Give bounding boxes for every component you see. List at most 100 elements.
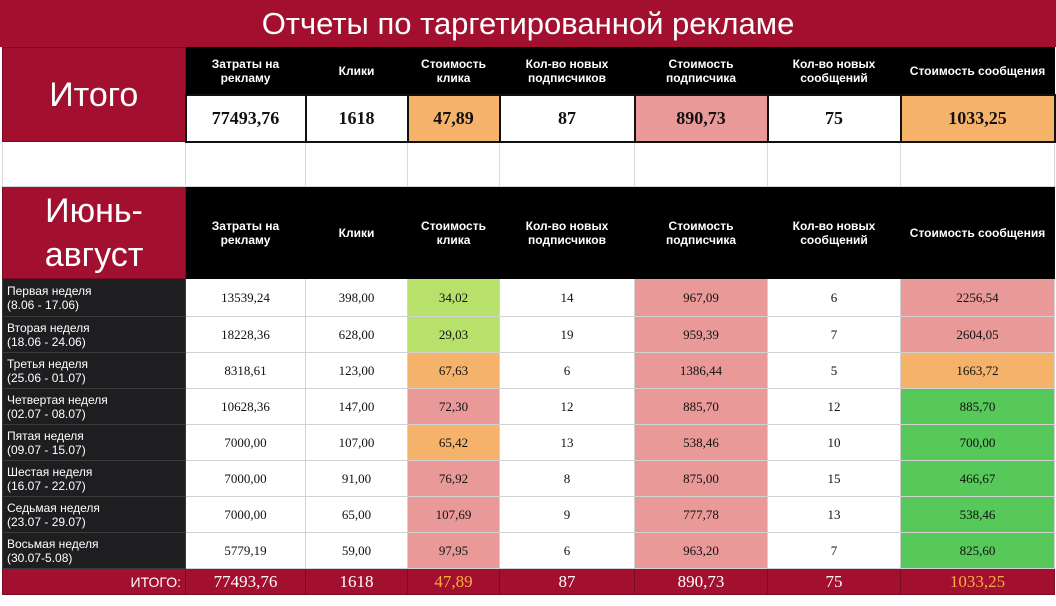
week-label: Первая неделя (8.06 - 17.06) [2, 278, 186, 317]
data-cell[interactable]: 885,70 [900, 388, 1055, 425]
data-cell[interactable]: 7000,00 [185, 496, 306, 533]
data-cell[interactable]: 7 [767, 316, 901, 353]
period-header-cell: Стоимость подписчика [634, 186, 768, 279]
data-cell[interactable]: 7000,00 [185, 424, 306, 461]
empty-cell[interactable] [499, 141, 635, 187]
data-cell[interactable]: 65,42 [407, 424, 500, 461]
week-row: Третья неделя (25.06 - 01.07) 8318,61 123,0… [2, 352, 1055, 389]
data-cell[interactable]: 72,30 [407, 388, 500, 425]
data-cell[interactable]: 91,00 [305, 460, 408, 497]
data-cell[interactable]: 8 [499, 460, 635, 497]
data-cell[interactable]: 700,00 [900, 424, 1055, 461]
week-dates: (25.06 - 01.07) [7, 370, 86, 385]
totals-label: ИТОГО: [2, 568, 186, 595]
empty-cell[interactable] [407, 141, 500, 187]
data-cell[interactable]: 825,60 [900, 532, 1055, 569]
totals-value[interactable]: 890,73 [634, 568, 768, 595]
data-cell[interactable]: 9 [499, 496, 635, 533]
data-cell[interactable]: 538,46 [634, 424, 768, 461]
data-cell[interactable]: 19 [499, 316, 635, 353]
empty-cell[interactable] [634, 141, 768, 187]
data-cell[interactable]: 10 [767, 424, 901, 461]
period-header-cell: Кол-во новых сообщений [767, 186, 901, 279]
data-cell[interactable]: 2256,54 [900, 278, 1055, 317]
data-cell[interactable]: 14 [499, 278, 635, 317]
data-cell[interactable]: 13 [767, 496, 901, 533]
data-cell[interactable]: 538,46 [900, 496, 1055, 533]
data-cell[interactable]: 5 [767, 352, 901, 389]
empty-cell[interactable] [185, 141, 306, 187]
week-name: Четвертая неделя [7, 392, 108, 407]
data-cell[interactable]: 6 [499, 352, 635, 389]
data-cell[interactable]: 7000,00 [185, 460, 306, 497]
data-cell[interactable]: 15 [767, 460, 901, 497]
week-dates: (16.07 - 22.07) [7, 478, 86, 493]
summary-value[interactable]: 75 [766, 93, 902, 143]
data-cell[interactable]: 963,20 [634, 532, 768, 569]
summary-header-cell: Кол-во новых сообщений [767, 47, 901, 95]
data-cell[interactable]: 959,39 [634, 316, 768, 353]
totals-value[interactable]: 1618 [305, 568, 408, 595]
data-cell[interactable]: 123,00 [305, 352, 408, 389]
data-cell[interactable]: 10628,36 [185, 388, 306, 425]
data-cell[interactable]: 6 [499, 532, 635, 569]
data-cell[interactable]: 147,00 [305, 388, 408, 425]
data-cell[interactable]: 13539,24 [185, 278, 306, 317]
summary-value[interactable]: 1618 [304, 93, 409, 143]
week-name: Вторая неделя [7, 320, 90, 335]
data-cell[interactable]: 885,70 [634, 388, 768, 425]
data-cell[interactable]: 1663,72 [900, 352, 1055, 389]
week-dates: (09.07 - 15.07) [7, 442, 86, 457]
summary-value[interactable]: 1033,25 [899, 93, 1056, 143]
data-cell[interactable]: 107,00 [305, 424, 408, 461]
totals-value[interactable]: 77493,76 [185, 568, 306, 595]
data-cell[interactable]: 777,78 [634, 496, 768, 533]
period-header-cell: Клики [305, 186, 408, 279]
summary-header-cell: Клики [305, 47, 408, 95]
totals-value[interactable]: 87 [499, 568, 635, 595]
data-cell[interactable]: 65,00 [305, 496, 408, 533]
summary-value[interactable]: 47,89 [406, 93, 501, 143]
data-cell[interactable]: 6 [767, 278, 901, 317]
week-label: Вторая неделя (18.06 - 24.06) [2, 316, 186, 353]
data-cell[interactable]: 12 [767, 388, 901, 425]
data-cell[interactable]: 8318,61 [185, 352, 306, 389]
empty-cell[interactable] [2, 141, 186, 187]
period-label: Июнь- август [2, 186, 186, 279]
totals-value[interactable]: 1033,25 [900, 568, 1055, 595]
data-cell[interactable]: 18228,36 [185, 316, 306, 353]
data-cell[interactable]: 398,00 [305, 278, 408, 317]
data-cell[interactable]: 107,69 [407, 496, 500, 533]
period-label-line1: Июнь- [45, 191, 143, 230]
data-cell[interactable]: 67,63 [407, 352, 500, 389]
period-header-cell: Затраты на рекламу [185, 186, 306, 279]
empty-cell[interactable] [767, 141, 901, 187]
data-cell[interactable]: 29,03 [407, 316, 500, 353]
totals-value[interactable]: 47,89 [407, 568, 500, 595]
week-dates: (8.06 - 17.06) [7, 297, 80, 312]
data-cell[interactable]: 97,95 [407, 532, 500, 569]
week-name: Третья неделя [7, 356, 88, 371]
data-cell[interactable]: 13 [499, 424, 635, 461]
data-cell[interactable]: 12 [499, 388, 635, 425]
data-cell[interactable]: 7 [767, 532, 901, 569]
data-cell[interactable]: 76,92 [407, 460, 500, 497]
summary-value[interactable]: 77493,76 [184, 93, 307, 143]
data-cell[interactable]: 59,00 [305, 532, 408, 569]
data-cell[interactable]: 1386,44 [634, 352, 768, 389]
data-cell[interactable]: 967,09 [634, 278, 768, 317]
empty-cell[interactable] [900, 141, 1055, 187]
data-cell[interactable]: 5779,19 [185, 532, 306, 569]
totals-value[interactable]: 75 [767, 568, 901, 595]
empty-cell[interactable] [305, 141, 408, 187]
data-cell[interactable]: 875,00 [634, 460, 768, 497]
summary-value[interactable]: 87 [498, 93, 636, 143]
empty-row [2, 141, 1055, 187]
data-cell[interactable]: 628,00 [305, 316, 408, 353]
week-name: Пятая неделя [7, 428, 84, 443]
data-cell[interactable]: 466,67 [900, 460, 1055, 497]
data-cell[interactable]: 2604,05 [900, 316, 1055, 353]
data-cell[interactable]: 34,02 [407, 278, 500, 317]
summary-value[interactable]: 890,73 [633, 93, 769, 143]
summary-header-cell: Стоимость подписчика [634, 47, 768, 95]
